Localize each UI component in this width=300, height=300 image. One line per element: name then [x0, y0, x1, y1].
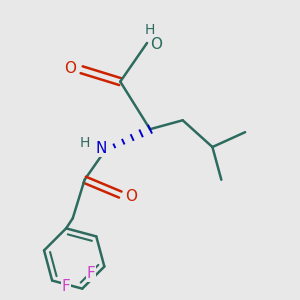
- Text: F: F: [87, 266, 95, 281]
- Text: H: H: [80, 136, 90, 150]
- Text: O: O: [64, 61, 76, 76]
- Text: F: F: [61, 279, 70, 294]
- Text: H: H: [145, 22, 155, 37]
- Text: O: O: [125, 189, 137, 204]
- Text: O: O: [150, 37, 162, 52]
- Text: N: N: [95, 141, 106, 156]
